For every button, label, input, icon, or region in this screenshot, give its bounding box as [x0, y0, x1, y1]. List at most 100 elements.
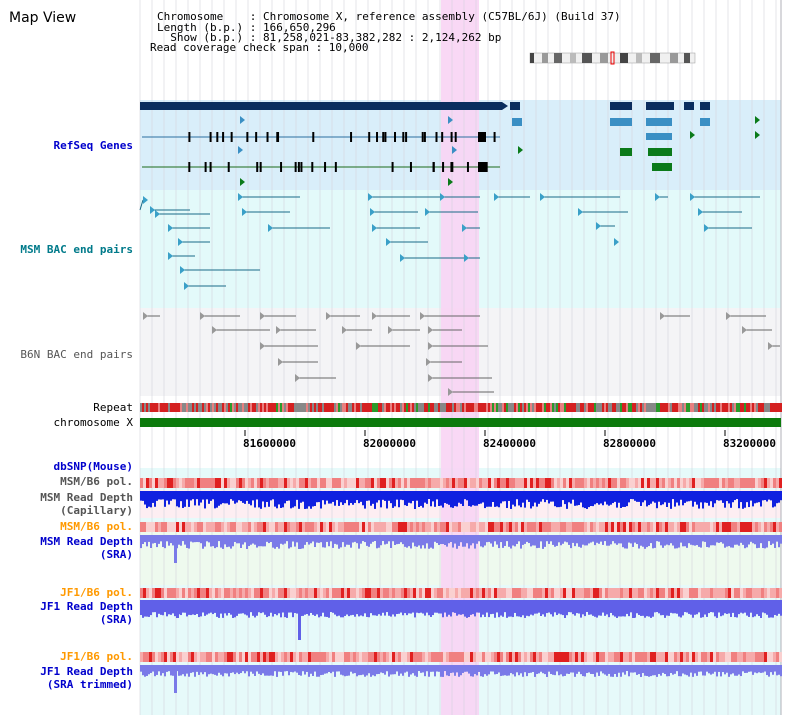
read-depth-bar	[712, 600, 714, 613]
read-depth-bar	[392, 600, 394, 615]
pol-strip-cell	[284, 522, 287, 532]
pol-strip-cell	[557, 588, 560, 598]
track-label-jf1-b6-pol-2[interactable]: JF1/B6 pol.	[60, 650, 133, 663]
track-label-msm-depth-sra[interactable]: MSM Read Depth	[40, 535, 133, 548]
read-depth-spike	[298, 535, 301, 549]
pol-strip-cell	[302, 478, 305, 488]
read-depth-bar	[250, 491, 252, 506]
read-depth-bar	[326, 535, 328, 542]
pol-strip-cell	[539, 588, 542, 598]
pol-strip-cell	[518, 478, 521, 488]
pol-strip-cell	[380, 652, 383, 662]
repeat-mark	[764, 403, 766, 412]
pol-strip-cell	[560, 652, 563, 662]
read-depth-bar	[654, 600, 656, 613]
pol-strip-cell	[248, 588, 251, 598]
pol-strip-cell	[338, 588, 341, 598]
pol-strip-cell	[677, 652, 680, 662]
read-depth-bar	[656, 491, 658, 509]
pol-strip-cell	[287, 652, 290, 662]
read-depth-bar	[322, 535, 324, 548]
read-depth-bar	[256, 535, 258, 548]
read-depth-bar	[424, 535, 426, 549]
read-depth-bar	[450, 491, 452, 508]
repeat-mark	[314, 403, 316, 412]
pol-strip-cell	[458, 652, 461, 662]
read-depth-bar	[668, 665, 670, 677]
pol-strip-cell	[194, 522, 197, 532]
pol-strip-cell	[569, 652, 572, 662]
repeat-mark	[420, 403, 422, 412]
pol-strip-cell	[308, 522, 311, 532]
pol-strip-cell	[635, 522, 638, 532]
read-depth-bar	[666, 600, 668, 616]
track-label-msm-depth-cap[interactable]: MSM Read Depth	[40, 491, 133, 504]
pol-strip-cell	[308, 652, 311, 662]
read-depth-bar	[756, 665, 758, 674]
read-depth-bar	[378, 665, 380, 674]
read-depth-bar	[254, 491, 256, 508]
read-depth-bar	[702, 491, 704, 509]
track-label-jf1-depth-sra[interactable]: JF1 Read Depth	[40, 600, 133, 613]
read-depth-bar	[200, 491, 202, 503]
pol-strip-cell	[278, 588, 281, 598]
track-label-refseq[interactable]: RefSeq Genes	[53, 139, 133, 152]
read-depth-bar	[774, 600, 776, 615]
read-depth-bar	[706, 491, 708, 503]
refseq-exon	[222, 132, 225, 142]
read-depth-bar	[498, 600, 500, 618]
read-depth-bar	[562, 665, 564, 677]
read-depth-bar	[208, 535, 210, 543]
read-depth-bar	[198, 491, 200, 506]
pol-strip-cell	[764, 522, 767, 532]
read-depth-bar	[686, 491, 688, 502]
read-depth-bar	[754, 491, 756, 504]
read-depth-bar	[620, 600, 622, 617]
read-depth-bar	[224, 535, 226, 545]
track-label-dbsnp[interactable]: dbSNP(Mouse)	[53, 460, 133, 473]
repeat-mark	[742, 403, 744, 412]
repeat-mark	[708, 403, 710, 412]
read-depth-bar	[456, 491, 458, 507]
read-depth-bar	[322, 665, 324, 675]
track-label-b6n-bac[interactable]: B6N BAC end pairs	[20, 348, 133, 361]
msm-bac-end	[168, 252, 173, 260]
read-depth-spike	[174, 665, 177, 693]
refseq-gene	[648, 148, 672, 156]
read-depth-bar	[142, 491, 144, 501]
pol-strip-cell	[647, 588, 650, 598]
read-depth-bar	[172, 600, 174, 614]
pol-strip-cell	[590, 522, 593, 532]
read-depth-bar	[550, 665, 552, 675]
read-depth-bar	[464, 665, 466, 672]
read-depth-bar	[678, 491, 680, 506]
read-depth-bar	[480, 491, 482, 504]
read-depth-bar	[696, 491, 698, 505]
pol-strip-cell	[725, 478, 728, 488]
track-label-msm-bac[interactable]: MSM BAC end pairs	[20, 243, 133, 256]
read-depth-bar	[446, 491, 448, 504]
track-label-msm-b6-pol-2[interactable]: MSM/B6 pol.	[60, 520, 133, 533]
repeat-mark	[676, 403, 678, 412]
read-depth-bar	[320, 600, 322, 617]
track-label-jf1-b6-pol-1[interactable]: JF1/B6 pol.	[60, 586, 133, 599]
read-depth-bar	[646, 535, 648, 548]
pol-strip-cell	[419, 478, 422, 488]
track-label-jf1-depth-trim[interactable]: JF1 Read Depth	[40, 665, 133, 678]
pol-strip-cell	[455, 522, 458, 532]
read-depth-bar	[580, 491, 582, 503]
pol-strip-cell	[689, 478, 692, 488]
track-label-chromosome[interactable]: chromosome X	[53, 416, 133, 429]
repeat-mark	[724, 403, 726, 412]
pol-strip-cell	[305, 588, 308, 598]
track-label-msm-b6-pol-1[interactable]: MSM/B6 pol.	[60, 475, 133, 488]
read-depth-bar	[208, 665, 210, 675]
read-depth-bar	[676, 600, 678, 614]
track-label-repeat[interactable]: Repeat	[93, 401, 133, 414]
pol-strip-cell	[269, 652, 272, 662]
pol-strip-cell	[350, 588, 353, 598]
read-depth-bar	[654, 665, 656, 676]
read-depth-bar	[564, 535, 566, 542]
b6n-bac-end	[420, 312, 425, 320]
